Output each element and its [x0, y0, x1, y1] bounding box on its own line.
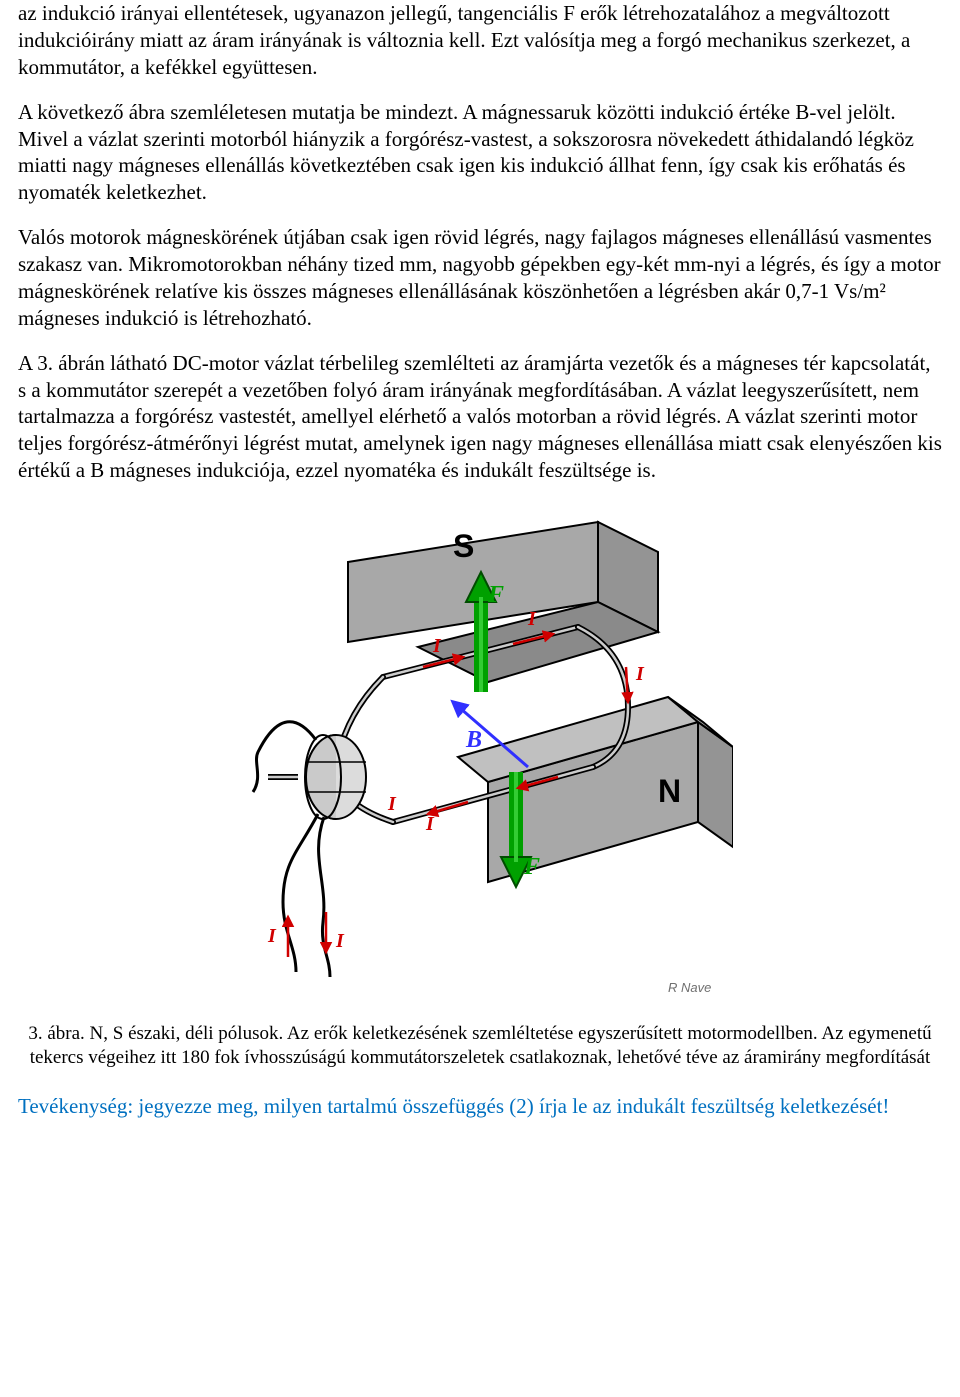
label-f-bottom: F — [523, 854, 540, 880]
paragraph-4: A 3. ábrán látható DC-motor vázlat térbe… — [18, 350, 942, 484]
label-i-1: I — [432, 635, 442, 657]
label-n: N — [658, 773, 681, 809]
dc-motor-figure: S N F F B I I I I I I I R Nave — [228, 502, 733, 1002]
document-page: az indukció irányai ellentétesek, ugyana… — [0, 0, 960, 1178]
paragraph-3: Valós motorok mágneskörének útjában csak… — [18, 224, 942, 332]
label-b: B — [465, 727, 482, 753]
label-f-top: F — [487, 582, 504, 608]
label-i-6: I — [267, 925, 277, 947]
label-i-3: I — [635, 663, 645, 685]
label-i-2: I — [527, 608, 537, 630]
label-s: S — [453, 528, 474, 564]
label-i-5: I — [387, 793, 397, 815]
paragraph-2: A következő ábra szemléletesen mutatja b… — [18, 99, 942, 207]
commutator — [268, 735, 366, 819]
paragraph-1: az indukció irányai ellentétesek, ugyana… — [18, 0, 942, 81]
figure-credit: R Nave — [668, 980, 711, 995]
pole-north — [458, 697, 733, 882]
label-i-7: I — [335, 930, 345, 952]
figure-caption: 3. ábra. N, S északi, déli pólusok. Az e… — [18, 1022, 942, 1071]
activity-note: Tevékenység: jegyezze meg, milyen tartal… — [18, 1093, 942, 1120]
figure-container: S N F F B I I I I I I I R Nave — [18, 502, 942, 1002]
label-i-4: I — [425, 813, 435, 835]
